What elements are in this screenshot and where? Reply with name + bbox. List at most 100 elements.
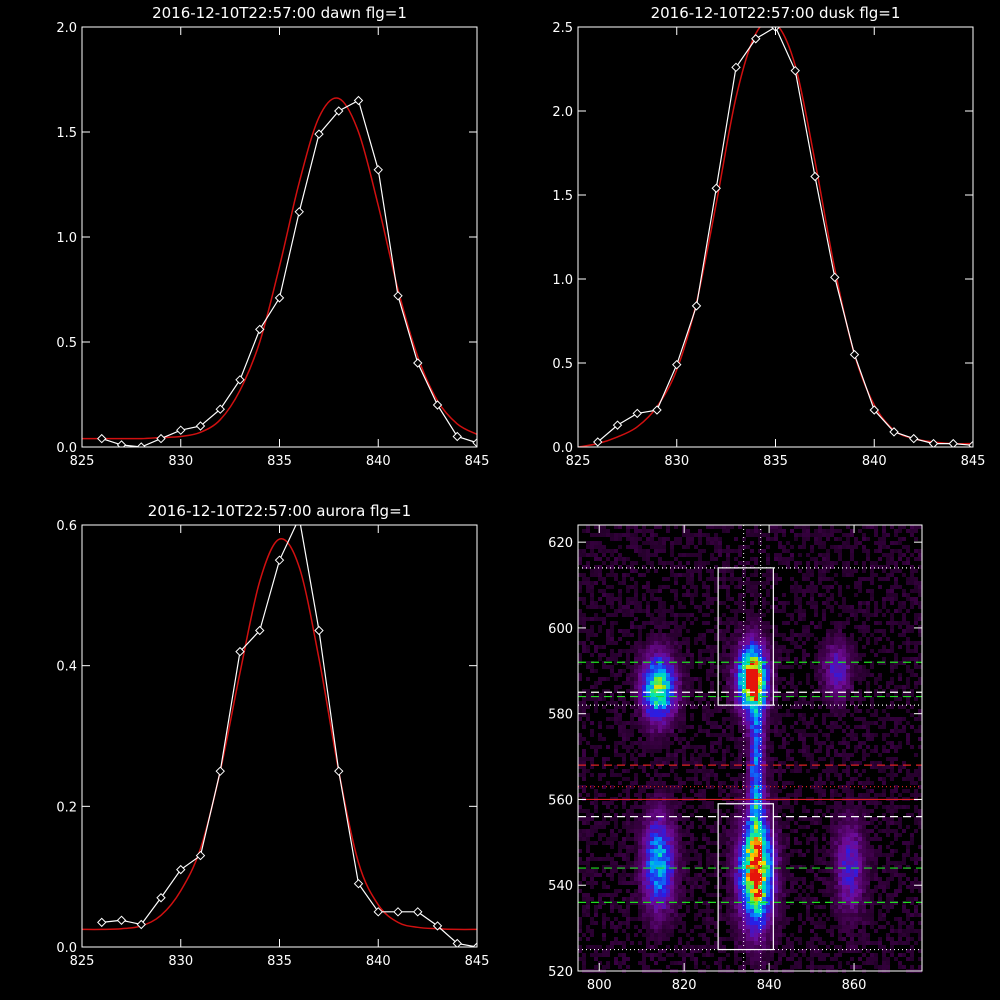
y-tick-label: 580: [548, 708, 573, 723]
data-point: [97, 917, 107, 928]
x-tick-label: 835: [267, 954, 292, 969]
chart-title: 2016-12-10T22:57:00 dawn flg=1: [152, 4, 407, 22]
data-line: [101, 525, 477, 947]
data-point: [413, 907, 423, 917]
y-tick-label: 0.0: [56, 941, 77, 956]
data-point: [612, 420, 623, 430]
data-point: [136, 919, 146, 930]
y-tick-label: 0.5: [56, 336, 77, 351]
fit-curve: [578, 27, 973, 447]
y-tick-label: 600: [548, 622, 573, 637]
data-point: [691, 301, 702, 311]
data-point: [452, 938, 462, 947]
x-tick-label: 845: [465, 454, 490, 469]
data-point: [472, 438, 477, 447]
data-point: [830, 272, 840, 283]
y-tick-label: 1.5: [56, 126, 77, 141]
y-tick-label: 0.2: [56, 800, 77, 815]
data-point: [432, 400, 443, 410]
x-tick-label: 845: [961, 454, 986, 469]
data-point: [274, 293, 285, 303]
data-point: [928, 438, 939, 447]
data-point: [215, 404, 225, 414]
data-point: [373, 165, 383, 175]
data-point: [334, 766, 344, 776]
y-tick-label: 540: [548, 879, 573, 894]
spectral-heatmap: 800 820 840 860 520 540 560 580 600 620: [548, 524, 923, 993]
y-tick-label: 1.5: [552, 189, 573, 204]
plot-frame: [577, 26, 974, 448]
x-tick-label: 830: [664, 454, 689, 469]
data-point: [393, 907, 403, 917]
data-point: [195, 850, 206, 861]
y-tick-label: 0.6: [56, 519, 77, 534]
x-tick-label: 830: [168, 954, 193, 969]
data-point: [373, 907, 383, 917]
x-tick-label: 840: [366, 954, 391, 969]
x-tick-label: 830: [168, 454, 193, 469]
data-point: [810, 171, 820, 182]
region-box: [717, 567, 774, 706]
data-point: [156, 433, 166, 444]
x-tick-label: 840: [366, 454, 391, 469]
data-point: [176, 864, 186, 875]
x-tick-label: 820: [672, 978, 697, 993]
dawn-line-plot: 825 830 835 840 845 0.0 0.5 1.0 1.5 2.0 2016-12-10…: [56, 4, 489, 469]
data-point: [472, 942, 477, 947]
data-point: [235, 375, 245, 385]
region-box: [717, 803, 774, 951]
data-point: [790, 65, 800, 76]
plot-frame: [81, 26, 478, 448]
data-point: [235, 646, 245, 657]
data-line: [597, 27, 973, 446]
data-point: [97, 433, 107, 444]
x-tick-label: 800: [587, 978, 612, 993]
data-point: [353, 878, 364, 889]
y-tick-label: 620: [548, 536, 573, 551]
x-tick-label: 840: [862, 454, 887, 469]
chart-title: 2016-12-10T22:57:00 aurora flg=1: [148, 502, 411, 520]
data-point: [255, 324, 265, 335]
data-point: [751, 34, 761, 44]
fit-curve: [82, 97, 477, 440]
y-tick-label: 0.0: [56, 441, 77, 456]
y-tick-label: 0.5: [552, 357, 573, 372]
x-tick-label: 825: [70, 454, 95, 469]
data-line: [101, 99, 477, 447]
data-point: [413, 358, 423, 368]
data-point: [432, 921, 443, 931]
data-point: [909, 433, 919, 444]
data-point: [593, 437, 603, 447]
data-point: [731, 62, 741, 73]
y-tick-label: 0.4: [56, 660, 77, 675]
y-tick-label: 2.5: [552, 21, 573, 36]
data-point: [452, 431, 462, 442]
y-tick-label: 520: [548, 965, 573, 980]
x-tick-label: 835: [763, 454, 788, 469]
x-tick-label: 845: [465, 954, 490, 969]
data-point: [314, 129, 324, 139]
data-point: [176, 425, 186, 435]
x-tick-label: 825: [566, 454, 591, 469]
chart-title: 2016-12-10T22:57:00 dusk flg=1: [651, 4, 901, 22]
data-point: [195, 421, 206, 431]
data-point: [869, 405, 879, 415]
data-point: [849, 349, 860, 360]
data-point: [274, 555, 285, 565]
data-point: [393, 291, 403, 301]
fit-curve: [82, 538, 477, 931]
x-tick-label: 840: [757, 978, 782, 993]
y-tick-label: 1.0: [56, 231, 77, 246]
data-point: [215, 766, 225, 776]
y-tick-label: 2.0: [56, 21, 77, 36]
x-tick-label: 860: [842, 978, 867, 993]
data-point: [156, 893, 166, 903]
x-tick-label: 835: [267, 454, 292, 469]
y-tick-label: 2.0: [552, 105, 573, 120]
data-point: [116, 915, 127, 925]
data-point: [711, 183, 721, 193]
heatmap-cells: [578, 525, 922, 973]
data-point: [334, 106, 344, 116]
data-point: [136, 442, 146, 447]
y-tick-label: 1.0: [552, 273, 573, 288]
